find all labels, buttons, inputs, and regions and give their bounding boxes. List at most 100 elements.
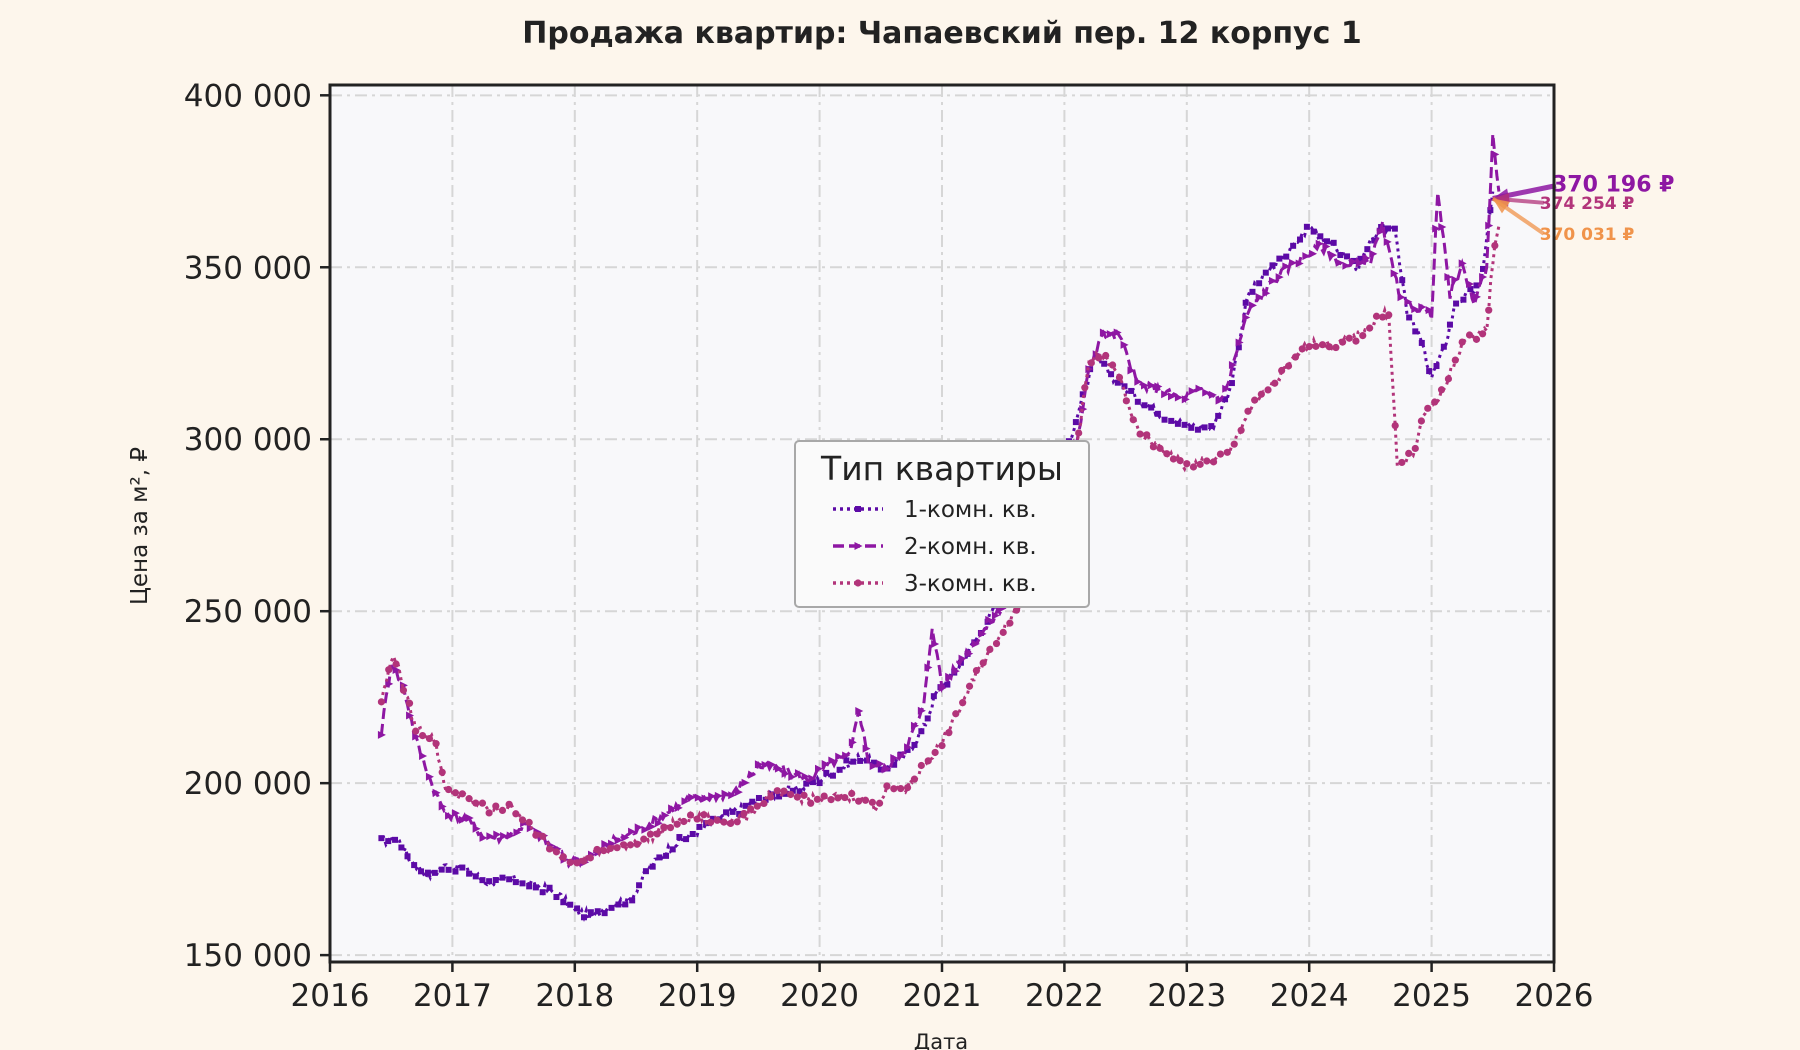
series-point [1257,390,1265,398]
legend-label: 2-комн. кв. [904,534,1037,560]
series-point [673,820,681,828]
series-point [1120,340,1129,349]
series-point [1134,377,1143,386]
series-point [1473,282,1480,289]
series-point [1176,457,1184,465]
series-point [1228,360,1237,369]
series-point [868,798,876,806]
series-point [1195,384,1204,393]
series-point [1295,259,1304,268]
series-point [829,772,836,779]
series-point [377,698,386,706]
series-point [1183,460,1191,468]
series-point [938,742,946,750]
series-point [931,748,939,757]
series-point [1412,328,1419,335]
series-point [406,711,415,720]
series-point [1338,338,1347,346]
series-point [1371,237,1378,244]
series-point [850,758,857,765]
legend-swatch-marker [854,542,863,550]
series-point [1297,236,1304,243]
series-point [1355,259,1364,268]
series-point [1188,424,1195,431]
series-point [930,693,937,700]
series-point [1359,331,1367,340]
series-point [1491,241,1499,250]
series-point [1345,334,1353,342]
series-point [1136,430,1144,438]
axis-ticks: 2016 2017 2018 2019 2020 2021 2022 2023 2024 2025… [184,78,1594,1014]
series-point [465,813,474,822]
series-point [412,727,420,735]
series-point [525,818,533,826]
series-point [512,879,519,886]
series-point [978,629,987,638]
series-point [1390,269,1399,278]
series-point [787,790,795,799]
series-point [573,859,581,867]
series-point [606,844,615,853]
series-point [1376,227,1385,236]
series-point [1268,276,1277,285]
series-point [1411,305,1420,314]
series-point [959,699,967,707]
series-point [472,824,481,833]
series-point [924,715,931,722]
x-axis-label: Дата [914,1030,968,1050]
series-point [648,822,657,831]
series-point [774,764,783,773]
series-point [1424,404,1432,412]
series-point [1072,419,1079,426]
series-point [816,780,823,787]
series-point [1222,384,1231,393]
series-point [458,790,466,798]
series-point [753,802,761,810]
series-point [377,730,386,739]
series-point [952,710,960,718]
series-point [1141,402,1148,409]
series-point [1352,337,1360,345]
series-point [459,864,466,871]
series-point [910,775,919,783]
series-point [1242,299,1249,306]
series-point [1467,286,1474,293]
series-point [1432,224,1441,233]
series-point [897,751,906,760]
y-tick-label: 200 000 [184,766,312,802]
series-point [1102,351,1110,360]
series-point [518,816,527,824]
series-point [891,761,898,768]
series-point [1425,306,1434,315]
series-point [640,835,648,843]
series-point [425,772,434,781]
series-point [385,666,393,674]
series-point [1282,262,1291,271]
series-point [931,640,940,649]
series-point [1404,297,1413,306]
series-point [734,788,743,797]
series-point [1298,345,1306,353]
series-point [1418,339,1425,346]
series-point [681,797,690,806]
series-point [1079,391,1086,398]
series-point [1438,223,1447,232]
series-point [1472,292,1481,301]
series-point [1433,363,1440,370]
series-point [1411,444,1419,453]
series-point [1453,300,1460,307]
series-point [560,899,567,906]
series-point [1230,440,1238,448]
series-point [593,845,601,854]
series-point [1417,417,1425,425]
series-point [1141,381,1150,390]
series-point [1147,381,1156,390]
series-point [1397,293,1406,302]
series-point [836,766,843,773]
series-point [1362,254,1371,263]
series-point [438,866,445,873]
series-point [1196,460,1204,468]
series-point [1372,312,1381,320]
x-tick-label: 2026 [1515,978,1594,1014]
series-point [566,858,574,866]
